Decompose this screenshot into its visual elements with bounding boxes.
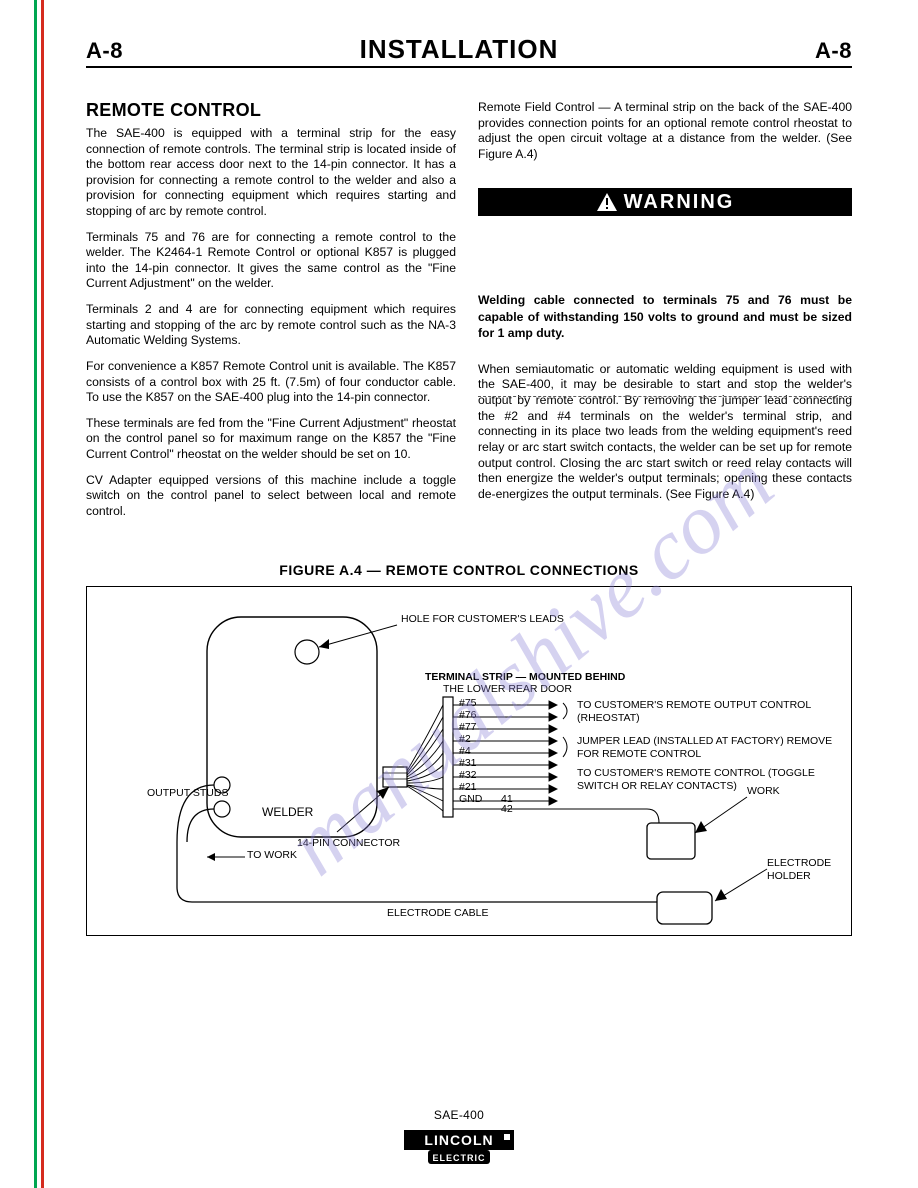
paragraph: When semiautomatic or automatic welding … <box>478 362 852 502</box>
logo-bottom: ELECTRIC <box>433 1153 486 1163</box>
figure-label: ELECTRODE CABLE <box>387 907 489 920</box>
right-column: Remote Field Control — A terminal strip … <box>478 100 852 502</box>
warning-text: Welding cable connected to terminals 75 … <box>478 292 852 341</box>
paragraph: Remote Field Control — A terminal strip … <box>478 100 852 162</box>
figure-label: #76 <box>459 709 477 722</box>
footer-logo: LINCOLN ELECTRIC <box>0 1130 918 1171</box>
figure-label: HOLE FOR CUSTOMER'S LEADS <box>401 613 564 626</box>
left-stripe-green <box>34 0 37 1188</box>
figure-label: TO CUSTOMER'S REMOTE CONTROL (TOGGLE SWI… <box>577 767 837 792</box>
figure-label: TO CUSTOMER'S REMOTE OUTPUT CONTROL (RHE… <box>577 699 827 724</box>
figure-label: ELECTRODE HOLDER <box>767 857 837 882</box>
figure-label: 14-PIN CONNECTOR <box>297 837 400 850</box>
paragraph: These terminals are fed from the "Fine C… <box>86 416 456 463</box>
figure-label: WORK <box>747 785 780 798</box>
warning-label: WARNING <box>624 191 735 214</box>
figure-label: TERMINAL STRIP — MOUNTED BEHIND <box>425 671 625 684</box>
figure-label: GND <box>459 793 482 806</box>
warning-triangle-icon <box>596 192 618 212</box>
figure-label: JUMPER LEAD (INSTALLED AT FACTORY) REMOV… <box>577 735 837 760</box>
figure-label: #2 <box>459 733 471 746</box>
figure-label: OUTPUT STUDS <box>147 787 228 800</box>
warning-banner: WARNING <box>478 188 852 216</box>
section-heading: REMOTE CONTROL <box>86 100 261 121</box>
logo-top: LINCOLN <box>424 1132 493 1148</box>
left-column: The SAE-400 is equipped with a terminal … <box>86 126 456 529</box>
figure-label: TO WORK <box>247 849 297 862</box>
header-rule <box>86 66 852 68</box>
figure-label: WELDER <box>262 805 313 819</box>
paragraph: Terminals 75 and 76 are for connecting a… <box>86 230 456 292</box>
left-stripe-red <box>41 0 44 1188</box>
footer-model: SAE-400 <box>0 1108 918 1122</box>
page-title: INSTALLATION <box>0 34 918 65</box>
figure-caption: FIGURE A.4 — REMOTE CONTROL CONNECTIONS <box>0 562 918 578</box>
page-number-right: A-8 <box>815 38 852 64</box>
paragraph: The SAE-400 is equipped with a terminal … <box>86 126 456 220</box>
figure-label: #77 <box>459 721 477 734</box>
figure-label: 42 <box>501 803 513 816</box>
figure-label: #32 <box>459 769 477 782</box>
paragraph: Terminals 2 and 4 are for connecting equ… <box>86 302 456 349</box>
figure-container: HOLE FOR CUSTOMER'S LEADS TERMINAL STRIP… <box>86 586 852 936</box>
paragraph: For convenience a K857 Remote Control un… <box>86 359 456 406</box>
figure-label: #21 <box>459 781 477 794</box>
dashed-divider <box>478 396 852 397</box>
figure-label: THE LOWER REAR DOOR <box>443 683 572 696</box>
figure-label: #75 <box>459 697 477 710</box>
paragraph: CV Adapter equipped versions of this mac… <box>86 473 456 520</box>
figure-label: #4 <box>459 745 471 758</box>
figure-label: #31 <box>459 757 477 770</box>
